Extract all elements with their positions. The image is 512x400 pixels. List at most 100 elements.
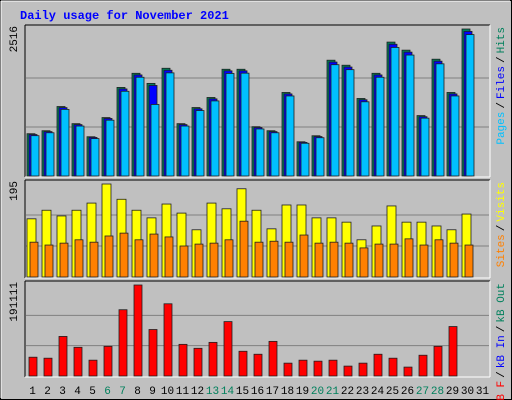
bar xyxy=(148,329,158,377)
legend-separator: / xyxy=(496,56,508,63)
bar xyxy=(135,76,145,177)
bar xyxy=(433,345,443,377)
x-tick-label: 3 xyxy=(59,386,66,398)
bar xyxy=(134,239,144,278)
x-tick-label: 20 xyxy=(311,386,324,398)
bar xyxy=(238,350,248,377)
bar xyxy=(343,365,353,377)
x-tick-label: 30 xyxy=(461,386,474,398)
x-tick-label: 14 xyxy=(221,386,235,398)
legend-entry: Pages xyxy=(496,112,508,145)
legend-entry: Visits xyxy=(496,182,508,222)
legend-entry: kB F xyxy=(496,381,508,400)
x-tick-label: 19 xyxy=(296,386,309,398)
x-tick-label: 25 xyxy=(386,386,399,398)
bar xyxy=(195,110,205,177)
bar xyxy=(435,63,445,177)
bar xyxy=(434,239,444,278)
y-tick-label: 2516 xyxy=(9,26,21,52)
x-tick-label: 31 xyxy=(476,386,490,398)
legend: Sites / Visits xyxy=(496,182,508,267)
legend-separator: / xyxy=(496,102,508,109)
bar xyxy=(45,132,55,177)
bar xyxy=(178,343,188,377)
bar xyxy=(465,34,475,177)
x-tick-label: 26 xyxy=(401,386,414,398)
x-tick-label: 28 xyxy=(431,386,444,398)
legend-entry: kB In xyxy=(496,335,508,368)
bar xyxy=(75,125,85,177)
legend-entry: Sites xyxy=(496,234,508,267)
legend-separator: / xyxy=(496,225,508,232)
bar xyxy=(133,284,143,377)
bar xyxy=(449,242,459,278)
bar xyxy=(359,247,369,278)
x-tick-label: 9 xyxy=(149,386,156,398)
bar xyxy=(150,104,160,177)
bar xyxy=(208,341,218,377)
legend-entry: kB Out xyxy=(496,283,508,323)
x-tick-label: 17 xyxy=(266,386,279,398)
bar xyxy=(420,117,430,177)
bar xyxy=(269,240,279,278)
bar xyxy=(419,244,429,278)
y-tick-label: 195 xyxy=(9,181,21,201)
chart-title: Daily usage for November 2021 xyxy=(20,9,229,23)
bar xyxy=(418,354,428,377)
bar xyxy=(268,340,278,377)
bar xyxy=(149,233,159,278)
bar xyxy=(375,76,385,177)
bar xyxy=(330,64,340,177)
legend-entry: Files xyxy=(496,66,508,99)
legend-separator: / xyxy=(496,371,508,378)
bar xyxy=(118,309,128,377)
bar xyxy=(194,243,204,278)
legend-separator: / xyxy=(496,326,508,333)
bar xyxy=(105,119,115,177)
x-tick-label: 12 xyxy=(191,386,204,398)
bar xyxy=(163,303,173,377)
bar xyxy=(179,245,189,278)
x-tick-label: 7 xyxy=(119,386,126,398)
bar xyxy=(74,239,84,278)
bar xyxy=(29,241,39,278)
x-tick-label: 13 xyxy=(206,386,219,398)
x-tick-label: 15 xyxy=(236,386,249,398)
bar xyxy=(448,326,458,377)
bar xyxy=(165,72,175,177)
x-tick-label: 27 xyxy=(416,386,429,398)
bar xyxy=(390,47,400,177)
bar xyxy=(328,359,338,377)
bar xyxy=(90,138,100,177)
bar xyxy=(283,362,293,377)
x-tick-label: 6 xyxy=(104,386,111,398)
bar xyxy=(119,232,129,278)
y-tick-label: 191111 xyxy=(9,282,21,322)
bar xyxy=(314,242,324,278)
bar xyxy=(89,241,99,278)
bar xyxy=(209,242,219,278)
bar xyxy=(73,346,83,377)
bar xyxy=(239,220,249,278)
bar xyxy=(403,366,413,377)
bar xyxy=(374,243,384,278)
bar xyxy=(60,108,70,177)
bar xyxy=(299,234,309,278)
bar xyxy=(373,353,383,377)
x-tick-label: 22 xyxy=(341,386,354,398)
bar xyxy=(329,241,339,278)
bar xyxy=(450,95,460,177)
bar xyxy=(59,242,69,278)
bar xyxy=(315,137,325,177)
bar xyxy=(388,357,398,377)
bar xyxy=(28,356,38,377)
bar xyxy=(103,345,113,377)
bar xyxy=(104,235,114,278)
x-tick-label: 16 xyxy=(251,386,264,398)
x-tick-label: 24 xyxy=(371,386,385,398)
bar xyxy=(300,142,310,177)
bar xyxy=(358,362,368,377)
x-tick-label: 11 xyxy=(176,386,190,398)
